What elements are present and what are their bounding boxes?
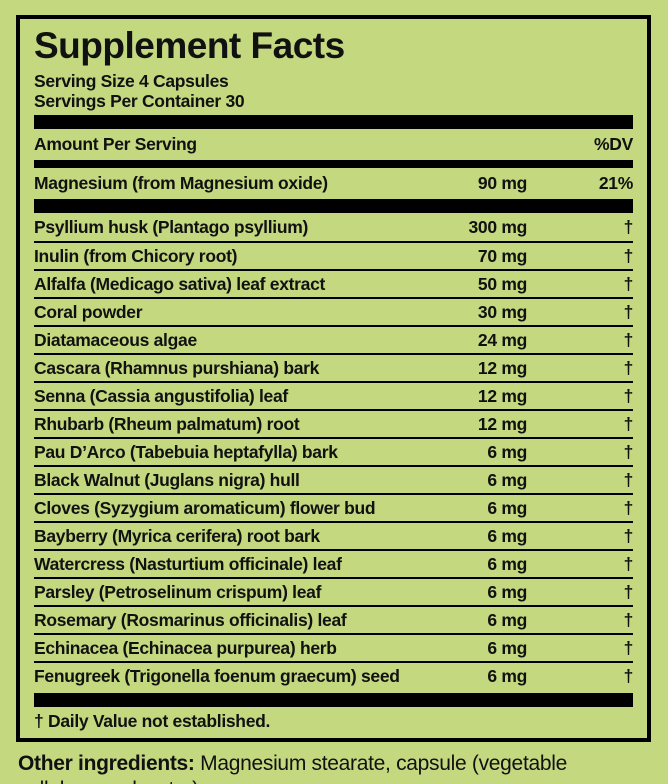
ingredient-row: Fenugreek (Trigonella foenum graecum) se… xyxy=(34,661,633,689)
ingredient-row: Watercress (Nasturtium officinale) leaf … xyxy=(34,549,633,577)
nutrient-dv: 21% xyxy=(598,173,633,193)
ingredient-amount: 6 mg xyxy=(487,609,527,630)
ingredient-name: Inulin (from Chicory root) xyxy=(34,245,238,266)
ingredient-name: Pau D’Arco (Tabebuia heptafylla) bark xyxy=(34,441,338,462)
ingredient-dv-dagger: † xyxy=(623,273,634,294)
ingredient-name: Alfalfa (Medicago sativa) leaf extract xyxy=(34,273,326,294)
ingredient-amount: 6 mg xyxy=(487,525,527,546)
ingredient-dv-dagger: † xyxy=(623,441,634,462)
ingredient-amount: 6 mg xyxy=(487,441,527,462)
ingredient-row: Senna (Cassia angustifolia) leaf 12 mg † xyxy=(34,381,633,409)
ingredient-amount: 300 mg xyxy=(468,216,527,237)
ingredient-dv-dagger: † xyxy=(623,329,634,350)
servings-per-container: Servings Per Container 30 xyxy=(34,91,245,111)
ingredient-row: Rosemary (Rosmarinus officinalis) leaf 6… xyxy=(34,605,633,633)
divider-bar-bottom xyxy=(34,693,633,707)
supplement-facts-panel: Supplement Facts Serving Size 4 Capsules… xyxy=(16,15,651,742)
ingredient-name: Parsley (Petroselinum crispum) leaf xyxy=(34,581,322,602)
ingredient-amount: 12 mg xyxy=(477,357,527,378)
ingredient-rows: Psyllium husk (Plantago psyllium) 300 mg… xyxy=(34,213,633,689)
ingredient-amount: 6 mg xyxy=(487,637,527,658)
ingredient-name: Watercress (Nasturtium officinale) leaf xyxy=(34,553,342,574)
ingredient-name: Cloves (Syzygium aromaticum) flower bud xyxy=(34,497,376,518)
ingredient-name: Psyllium husk (Plantago psyllium) xyxy=(34,216,309,237)
ingredient-amount: 12 mg xyxy=(477,385,527,406)
serving-size: Serving Size 4 Capsules xyxy=(34,71,229,91)
ingredient-dv-dagger: † xyxy=(623,665,634,686)
ingredient-dv-dagger: † xyxy=(623,413,634,434)
ingredient-dv-dagger: † xyxy=(623,581,634,602)
ingredient-dv-dagger: † xyxy=(623,216,634,237)
ingredient-amount: 12 mg xyxy=(477,413,527,434)
other-ingredients: Other ingredients: Magnesium stearate, c… xyxy=(18,751,630,784)
ingredient-dv-dagger: † xyxy=(623,637,634,658)
ingredient-row: Psyllium husk (Plantago psyllium) 300 mg… xyxy=(34,213,633,241)
ingredient-row: Inulin (from Chicory root) 70 mg † xyxy=(34,241,633,269)
ingredient-dv-dagger: † xyxy=(623,553,634,574)
ingredient-amount: 24 mg xyxy=(477,329,527,350)
ingredient-dv-dagger: † xyxy=(623,245,634,266)
ingredient-dv-dagger: † xyxy=(623,301,634,322)
ingredient-row: Echinacea (Echinacea purpurea) herb 6 mg… xyxy=(34,633,633,661)
ingredient-row: Alfalfa (Medicago sativa) leaf extract 5… xyxy=(34,269,633,297)
percent-dv-header: %DV xyxy=(594,134,633,154)
ingredient-dv-dagger: † xyxy=(623,525,634,546)
ingredient-name: Senna (Cassia angustifolia) leaf xyxy=(34,385,288,406)
divider-bar-top xyxy=(34,115,633,129)
ingredient-row: Bayberry (Myrica cerifera) root bark 6 m… xyxy=(34,521,633,549)
ingredient-amount: 6 mg xyxy=(487,469,527,490)
ingredient-dv-dagger: † xyxy=(623,385,634,406)
ingredient-name: Rosemary (Rosmarinus officinalis) leaf xyxy=(34,609,347,630)
ingredient-row: Pau D’Arco (Tabebuia heptafylla) bark 6 … xyxy=(34,437,633,465)
amount-per-serving-header: Amount Per Serving xyxy=(34,134,197,154)
ingredient-amount: 70 mg xyxy=(477,245,527,266)
ingredient-name: Black Walnut (Juglans nigra) hull xyxy=(34,469,300,490)
ingredient-dv-dagger: † xyxy=(623,609,634,630)
ingredient-name: Bayberry (Myrica cerifera) root bark xyxy=(34,525,320,546)
ingredient-amount: 6 mg xyxy=(487,665,527,686)
ingredient-row: Parsley (Petroselinum crispum) leaf 6 mg… xyxy=(34,577,633,605)
ingredient-amount: 30 mg xyxy=(477,301,527,322)
ingredient-row: Rhubarb (Rheum palmatum) root 12 mg † xyxy=(34,409,633,437)
ingredient-name: Rhubarb (Rheum palmatum) root xyxy=(34,413,300,434)
other-ingredients-text: Magnesium stearate, capsule (vegetable c… xyxy=(18,752,567,784)
daily-value-footnote: † Daily Value not established. xyxy=(34,711,271,731)
other-ingredients-label: Other ingredients: xyxy=(18,752,195,775)
ingredient-amount: 6 mg xyxy=(487,581,527,602)
nutrient-row-magnesium: Magnesium (from Magnesium oxide) 90 mg 2… xyxy=(34,168,633,199)
ingredient-amount: 6 mg xyxy=(487,553,527,574)
nutrient-amount: 90 mg xyxy=(477,173,527,193)
panel-title: Supplement Facts xyxy=(34,25,345,66)
ingredient-amount: 50 mg xyxy=(477,273,527,294)
ingredient-dv-dagger: † xyxy=(623,497,634,518)
ingredient-name: Diatamaceous algae xyxy=(34,329,197,350)
ingredient-row: Black Walnut (Juglans nigra) hull 6 mg † xyxy=(34,465,633,493)
ingredient-name: Echinacea (Echinacea purpurea) herb xyxy=(34,637,337,658)
ingredient-row: Cloves (Syzygium aromaticum) flower bud … xyxy=(34,493,633,521)
column-header-row: Amount Per Serving %DV xyxy=(34,129,633,160)
divider-bar-middle xyxy=(34,199,633,213)
ingredient-amount: 6 mg xyxy=(487,497,527,518)
ingredient-dv-dagger: † xyxy=(623,357,634,378)
ingredient-name: Coral powder xyxy=(34,301,143,322)
ingredient-row: Diatamaceous algae 24 mg † xyxy=(34,325,633,353)
ingredient-name: Cascara (Rhamnus purshiana) bark xyxy=(34,357,320,378)
ingredient-name: Fenugreek (Trigonella foenum graecum) se… xyxy=(34,665,400,686)
ingredient-row: Cascara (Rhamnus purshiana) bark 12 mg † xyxy=(34,353,633,381)
divider-bar-medium xyxy=(34,160,633,168)
ingredient-row: Coral powder 30 mg † xyxy=(34,297,633,325)
nutrient-name: Magnesium (from Magnesium oxide) xyxy=(34,173,328,193)
ingredient-dv-dagger: † xyxy=(623,469,634,490)
